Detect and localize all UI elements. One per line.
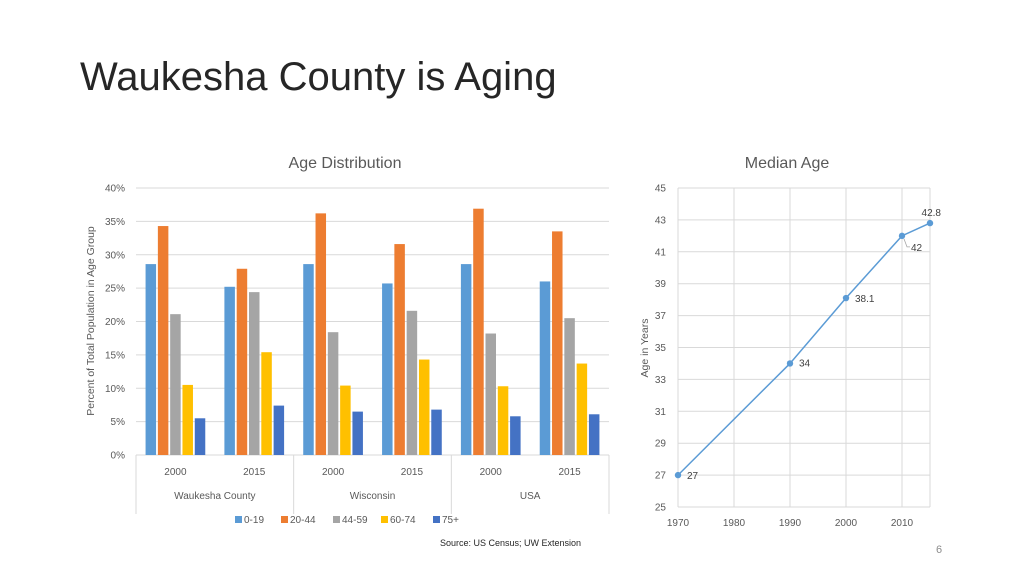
line-y-tick-label: 27	[655, 471, 667, 482]
bar	[576, 363, 588, 455]
bar-group-label: USA	[520, 491, 541, 502]
median-age-point	[786, 360, 794, 367]
page-number: 6	[936, 544, 943, 556]
bar	[539, 281, 551, 455]
bar-y-tick-label: 15%	[105, 350, 125, 361]
bar-y-tick-label: 20%	[105, 317, 125, 328]
bar	[327, 332, 339, 455]
bar-x-tick-label: 2000	[480, 467, 503, 478]
legend-swatch	[235, 516, 242, 523]
bar	[170, 314, 181, 455]
line-x-tick-label: 2010	[891, 518, 914, 529]
bar	[224, 286, 235, 455]
bar	[564, 318, 575, 455]
bar	[249, 292, 260, 455]
legend-label: 0-19	[244, 515, 264, 526]
median-age-chart: Median Age 25 27 29 31 33 35 37 39 41 43 45 1970 198…	[639, 155, 941, 529]
line-y-tick-label: 33	[655, 375, 667, 386]
legend-label: 75+	[442, 515, 459, 526]
line-x-tick-label: 1990	[779, 518, 802, 529]
bar-y-tick-label: 25%	[105, 284, 125, 295]
bar	[315, 213, 327, 455]
bar	[261, 352, 272, 455]
bar	[303, 264, 314, 455]
median-age-data-label: 42.8	[922, 208, 942, 219]
bar	[157, 226, 169, 455]
data-label-leader	[903, 238, 910, 248]
bar	[394, 244, 405, 455]
line-y-tick-label: 25	[655, 503, 667, 514]
bar	[485, 333, 496, 455]
line-y-tick-label: 45	[655, 184, 667, 195]
legend-label: 20-44	[290, 515, 316, 526]
bar-y-tick-label: 30%	[105, 250, 125, 261]
median-age-data-label: 42	[911, 243, 923, 254]
legend-swatch	[281, 516, 288, 523]
median-age-point	[898, 232, 906, 240]
bar	[497, 386, 509, 455]
bar-x-tick-label: 2015	[401, 467, 424, 478]
line-y-tick-label: 39	[655, 279, 667, 290]
age-distribution-chart: Age Distribution 0% 5% 10% 15% 20% 25% 30% 35% 4…	[85, 155, 610, 526]
bar	[352, 411, 363, 455]
line-y-tick-label: 37	[655, 311, 667, 322]
bar	[460, 264, 472, 455]
legend-label: 60-74	[390, 515, 416, 526]
bar	[418, 359, 430, 455]
bar-y-tick-label: 40%	[105, 184, 125, 195]
line-y-tick-label: 35	[655, 343, 667, 354]
bar	[473, 208, 484, 455]
bar-y-tick-label: 10%	[105, 384, 125, 395]
bar-group-label: Wisconsin	[350, 491, 396, 502]
line-y-tick-label: 41	[655, 247, 667, 258]
legend-swatch	[333, 516, 340, 523]
bar	[273, 405, 285, 455]
bar-chart-title: Age Distribution	[289, 155, 402, 172]
legend-swatch	[381, 516, 388, 523]
bar-y-tick-label: 5%	[111, 417, 126, 428]
line-chart-title: Median Age	[745, 155, 830, 172]
median-age-point	[926, 219, 934, 227]
bar	[431, 409, 442, 455]
median-age-point	[842, 294, 850, 302]
bar-y-tick-label: 0%	[111, 451, 126, 462]
median-age-data-label: 27	[687, 471, 699, 482]
bar	[182, 384, 193, 455]
bar	[552, 231, 563, 455]
bar	[588, 414, 600, 455]
median-age-data-label: 38.1	[855, 294, 875, 305]
legend-label: 44-59	[342, 515, 368, 526]
bar-chart-y-axis-title: Percent of Total Population in Age Group	[85, 226, 97, 416]
bar	[194, 418, 206, 455]
bar-x-tick-label: 2015	[558, 467, 581, 478]
median-age-line	[677, 222, 931, 476]
bar-group-label: Waukesha County	[174, 491, 255, 502]
bar	[236, 268, 248, 455]
source-note: Source: US Census; UW Extension	[440, 538, 582, 548]
line-y-tick-label: 43	[655, 215, 667, 226]
bar-y-tick-label: 35%	[105, 217, 125, 228]
bar	[406, 310, 418, 455]
bar	[510, 416, 521, 455]
slide-title: Waukesha County is Aging	[80, 55, 557, 99]
median-age-point	[674, 471, 682, 479]
line-chart-y-axis-title: Age in Years	[639, 319, 651, 378]
bar	[382, 283, 393, 455]
bar	[145, 264, 157, 455]
bar-x-tick-label: 2015	[243, 467, 266, 478]
bar	[340, 385, 351, 455]
line-x-tick-label: 1970	[667, 518, 690, 529]
line-x-tick-label: 2000	[835, 518, 858, 529]
line-y-tick-label: 29	[655, 439, 667, 450]
line-x-tick-label: 1980	[723, 518, 746, 529]
legend-swatch	[433, 516, 440, 523]
line-y-tick-label: 31	[655, 407, 667, 418]
bar-x-tick-label: 2000	[322, 467, 345, 478]
bar-x-tick-label: 2000	[164, 467, 187, 478]
median-age-data-label: 34	[799, 358, 811, 369]
